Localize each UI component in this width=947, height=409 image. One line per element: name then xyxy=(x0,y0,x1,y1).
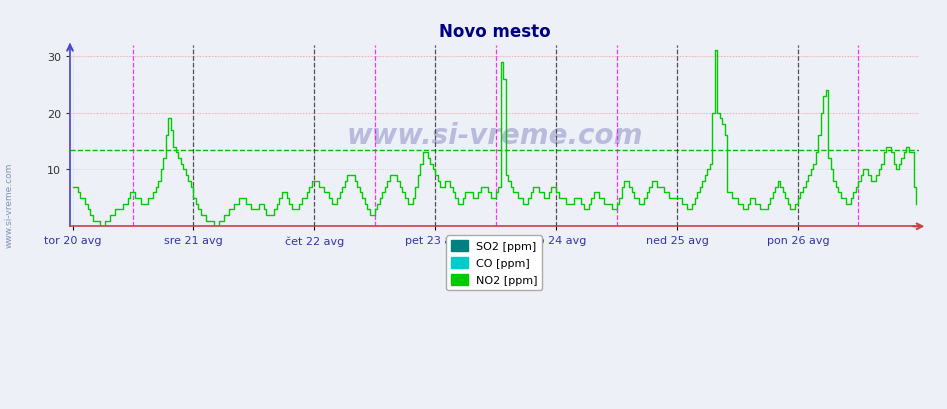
Text: www.si-vreme.com: www.si-vreme.com xyxy=(347,122,643,150)
Title: Novo mesto: Novo mesto xyxy=(438,23,550,41)
Legend: SO2 [ppm], CO [ppm], NO2 [ppm]: SO2 [ppm], CO [ppm], NO2 [ppm] xyxy=(446,236,543,290)
Text: www.si-vreme.com: www.si-vreme.com xyxy=(5,162,14,247)
